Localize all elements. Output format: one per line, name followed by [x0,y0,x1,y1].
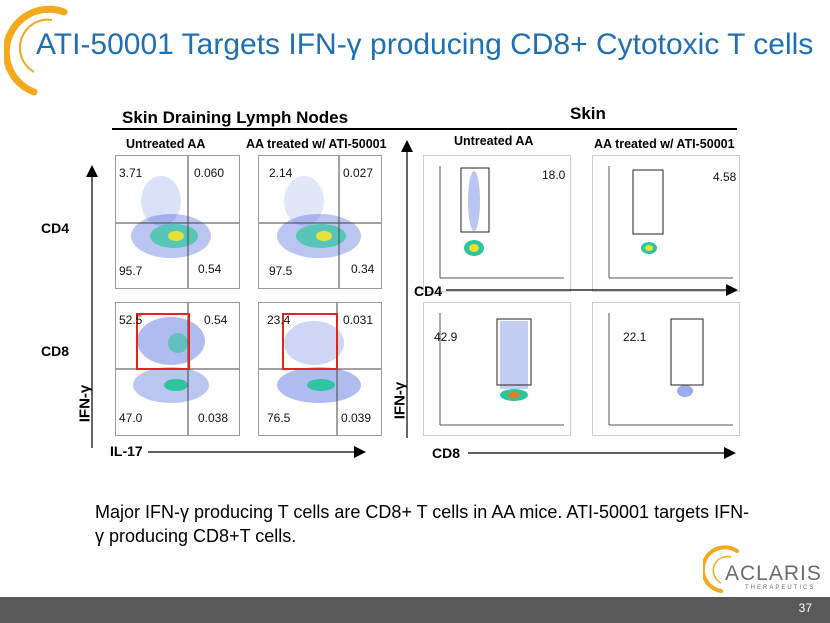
lymph-x-axis-label: IL-17 [110,443,143,459]
page-number: 37 [798,601,812,615]
plot-skin-cd4-untreated: 18.0 [423,155,571,292]
logo-subtext: THERAPEUTICS [745,585,816,591]
skin-col2-label: AA treated w/ ATI-50001 [594,137,735,151]
aclaris-logo-icon [703,545,739,593]
skin-x-axis-cd8-label: CD8 [432,445,461,461]
gate-value: 22.1 [623,330,647,344]
quadrant-ur: 0.54 [204,313,228,327]
logo-arc-icon [4,5,68,96]
quadrant-ll: 76.5 [267,411,291,425]
quadrant-ll: 47.0 [119,411,143,425]
quadrant-lr: 0.34 [351,262,375,276]
quadrant-ul: 52.5 [119,313,143,327]
header-rule [112,128,737,130]
plot-lymph-cd8-untreated: 52.5 0.54 47.0 0.038 [115,302,240,436]
plot-lymph-cd8-treated: 23.4 0.031 76.5 0.039 [258,302,382,436]
quadrant-ul: 3.71 [119,166,143,180]
lymph-col2-label: AA treated w/ ATI-50001 [246,137,387,151]
lymph-header: Skin Draining Lymph Nodes [122,108,349,127]
skin-col1-label: Untreated AA [454,134,534,148]
row-label-cd8: CD8 [41,343,70,359]
quadrant-ul: 2.14 [269,166,293,180]
lymph-y-axis-arrow [86,165,98,448]
lymph-y-axis-label: IFN-γ [76,384,94,423]
quadrant-lr: 0.54 [198,262,222,276]
plot-lymph-cd4-treated: 2.14 0.027 97.5 0.34 [258,155,382,289]
slide-caption: Major IFN-γ producing T cells are CD8+ T… [95,502,750,546]
quadrant-ur: 0.031 [343,313,374,327]
plot-skin-cd8-treated: 22.1 [592,302,740,436]
skin-x-axis-cd4-label: CD4 [414,283,443,299]
slide-title: ATI-50001 Targets IFN-γ producing CD8+ C… [36,28,814,61]
plot-lymph-cd4-untreated: 3.71 0.060 95.7 0.54 [115,155,240,289]
skin-x-axis-cd8-arrow [468,447,736,459]
logo-wordmark: ACLARIS [725,562,822,585]
quadrant-ur: 0.027 [343,166,374,180]
gate-value: 4.58 [713,170,737,184]
gate-value: 18.0 [542,168,566,182]
plot-skin-cd4-treated: 4.58 [592,155,740,292]
quadrant-ul: 23.4 [267,313,291,327]
gate-value: 42.9 [434,330,458,344]
skin-x-axis-cd4-arrow [446,284,738,296]
skin-header: Skin [570,104,606,123]
row-label-cd4: CD4 [41,220,70,236]
skin-y-axis-arrow [401,140,413,438]
lymph-col1-label: Untreated AA [126,137,206,151]
quadrant-lr: 0.039 [341,411,372,425]
quadrant-ll: 95.7 [119,264,143,278]
plot-skin-cd8-untreated: 42.9 [423,302,571,436]
quadrant-ll: 97.5 [269,264,293,278]
footer-bar: 37 [0,597,830,623]
quadrant-ur: 0.060 [194,166,225,180]
quadrant-lr: 0.038 [198,411,229,425]
skin-y-axis-label: IFN-γ [391,381,409,420]
lymph-x-axis-arrow [148,446,366,458]
